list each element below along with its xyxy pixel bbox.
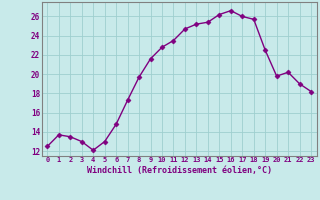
X-axis label: Windchill (Refroidissement éolien,°C): Windchill (Refroidissement éolien,°C) [87, 166, 272, 175]
